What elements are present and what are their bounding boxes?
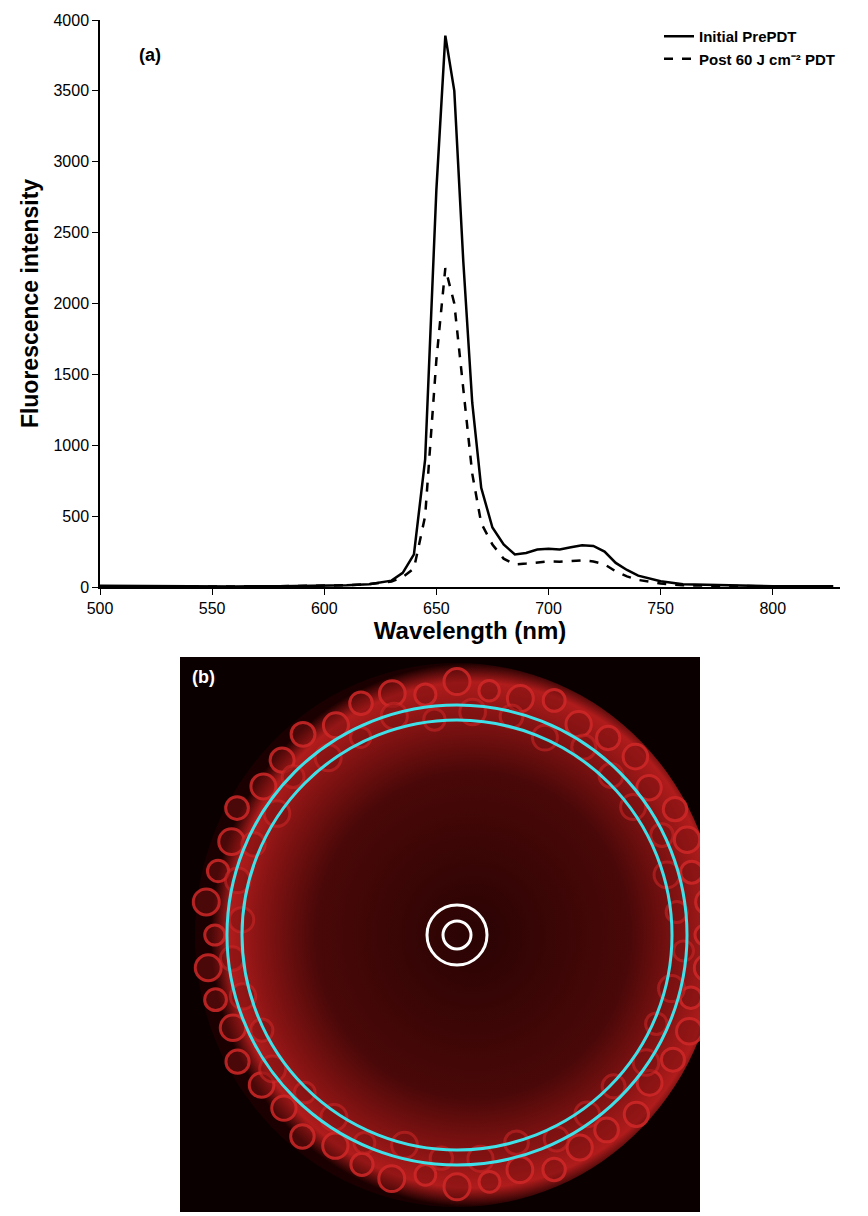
svg-text:(b): (b): [192, 667, 215, 687]
svg-text:0: 0: [80, 579, 89, 596]
svg-text:2000: 2000: [53, 295, 89, 312]
svg-text:2500: 2500: [53, 224, 89, 241]
svg-text:Post 60 J cm⁻² PDT: Post 60 J cm⁻² PDT: [699, 51, 835, 68]
svg-text:650: 650: [423, 600, 450, 617]
svg-text:Fluorescence intensity: Fluorescence intensity: [17, 179, 43, 428]
svg-text:3000: 3000: [53, 153, 89, 170]
svg-text:Wavelength (nm): Wavelength (nm): [374, 617, 566, 644]
svg-text:550: 550: [199, 600, 226, 617]
svg-text:3500: 3500: [53, 82, 89, 99]
svg-text:750: 750: [647, 600, 674, 617]
svg-text:1500: 1500: [53, 366, 89, 383]
svg-text:500: 500: [62, 508, 89, 525]
svg-text:700: 700: [535, 600, 562, 617]
svg-text:600: 600: [311, 600, 338, 617]
svg-text:Initial PrePDT: Initial PrePDT: [699, 28, 797, 45]
svg-text:500: 500: [87, 600, 114, 617]
svg-text:(a): (a): [139, 45, 161, 65]
svg-text:1000: 1000: [53, 437, 89, 454]
svg-text:800: 800: [759, 600, 786, 617]
svg-text:4000: 4000: [53, 12, 89, 29]
